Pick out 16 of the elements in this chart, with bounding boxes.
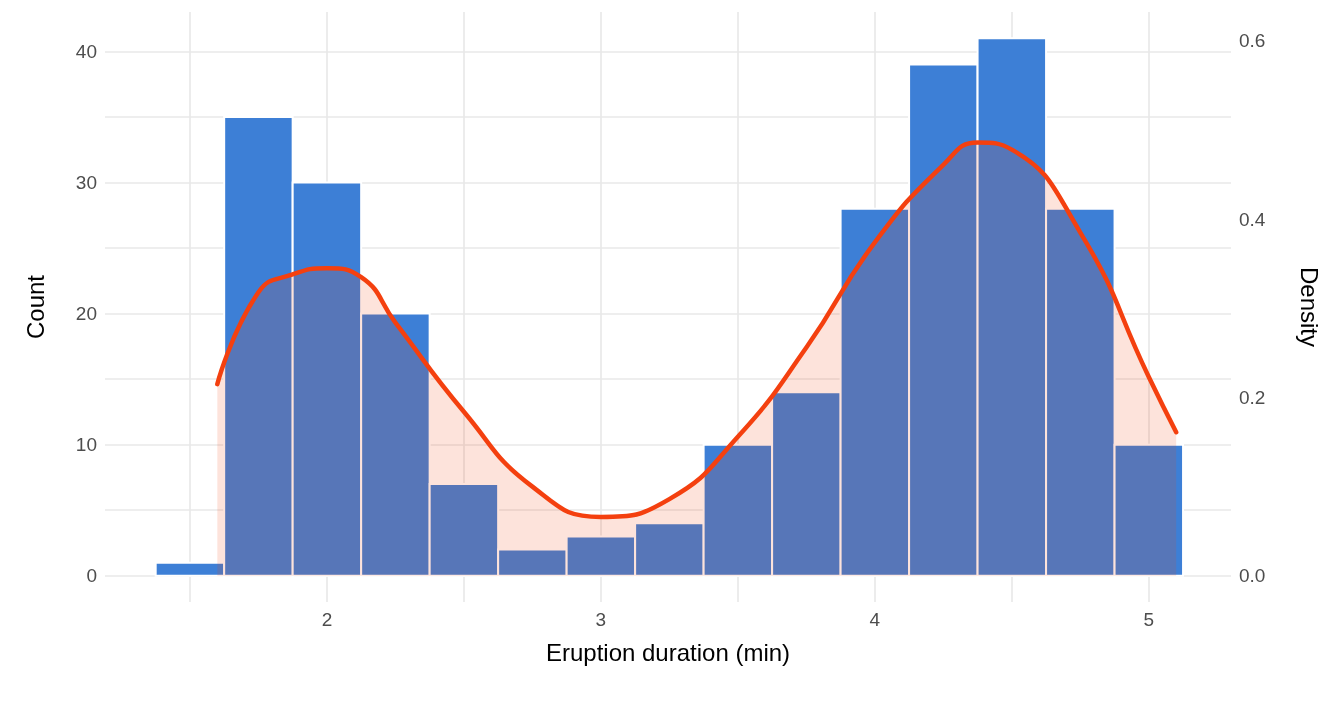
y-tick-label: 0 bbox=[86, 565, 97, 587]
x-tick-label: 3 bbox=[595, 609, 607, 630]
y2-tick-label: 0.0 bbox=[1239, 565, 1266, 587]
y-axis-title: Count bbox=[21, 274, 49, 340]
x-axis-title: Eruption duration (min) bbox=[545, 638, 791, 666]
x-tick-label: 2 bbox=[321, 609, 333, 630]
y2-tick-label: 0.6 bbox=[1239, 30, 1266, 52]
x-tick-label: 5 bbox=[1143, 609, 1155, 630]
y-tick-label: 20 bbox=[75, 303, 97, 325]
y2-tick-label: 0.4 bbox=[1239, 208, 1266, 230]
y2-tick-label: 0.2 bbox=[1239, 386, 1266, 408]
x-tick-label: 4 bbox=[869, 609, 881, 630]
y-tick-label: 10 bbox=[75, 434, 97, 456]
y-tick-label: 30 bbox=[75, 171, 97, 193]
y-tick-label: 40 bbox=[75, 40, 97, 62]
y2-axis-title: Density bbox=[1295, 266, 1323, 348]
